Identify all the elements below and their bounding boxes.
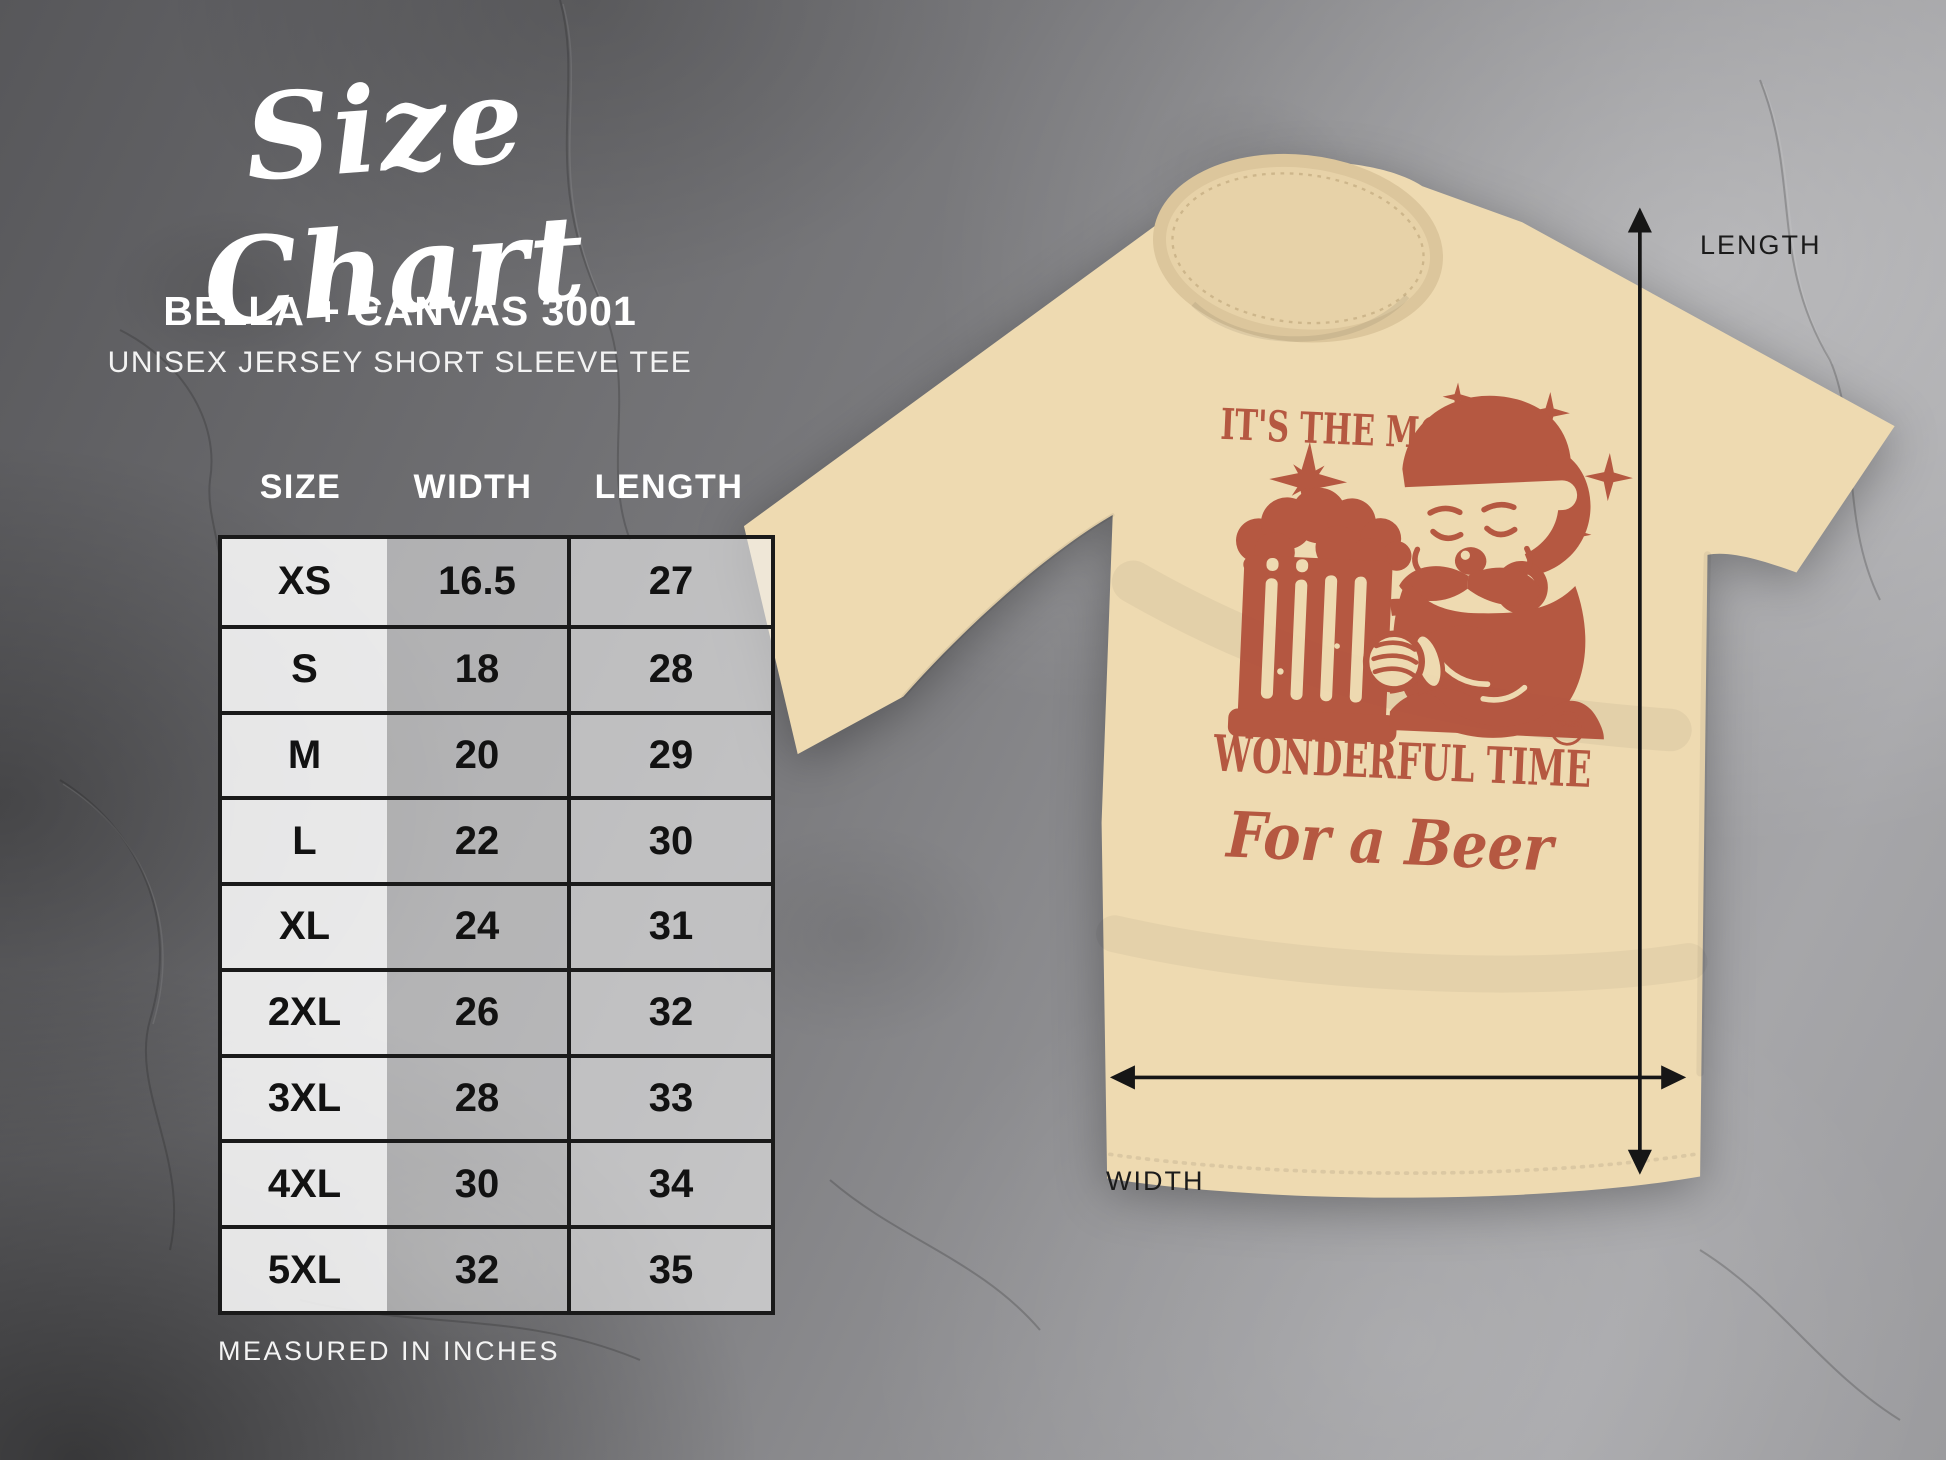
table-footnote: MEASURED IN INCHES: [218, 1336, 561, 1366]
artist-badge: TODD ART: [1550, 711, 1585, 746]
length-cell: 27: [567, 539, 771, 625]
print-line-3: For a Beer: [1224, 797, 1558, 885]
table-row: 3XL 28 33: [222, 1053, 771, 1140]
size-cell: 2XL: [222, 971, 387, 1054]
length-cell: 34: [567, 1143, 771, 1226]
table-row: 5XL 32 35: [222, 1225, 771, 1311]
length-arrow: [1627, 207, 1652, 1175]
length-cell: 28: [567, 628, 771, 711]
table-row: S 18 28: [222, 624, 771, 711]
width-cell: 32: [387, 1229, 567, 1311]
table-row: XL 24 31: [222, 882, 771, 968]
width-cell: 30: [387, 1143, 567, 1226]
col-header-size: SIZE: [259, 468, 342, 506]
table-header-row: SIZE WIDTH LENGTH: [218, 468, 775, 507]
length-cell: 35: [567, 1229, 771, 1311]
width-cell: 26: [387, 971, 567, 1054]
width-cell: 22: [387, 800, 567, 883]
length-cell: 30: [567, 800, 771, 883]
size-cell: XS: [222, 539, 387, 625]
width-cell: 20: [387, 714, 567, 797]
width-label: WIDTH: [1106, 1166, 1205, 1196]
badge-text-top: TODD: [1555, 718, 1580, 729]
brand-subtitle: BELLA + CANVAS 3001: [163, 288, 637, 334]
length-cell: 33: [567, 1057, 771, 1140]
width-arrow: [1109, 1065, 1687, 1090]
size-cell: XL: [222, 886, 387, 968]
tshirt-mockup: IT'S THE MOST: [743, 153, 1895, 1198]
size-cell: L: [222, 800, 387, 883]
width-cell: 18: [387, 628, 567, 711]
col-header-length: LENGTH: [594, 468, 744, 506]
width-cell: 28: [387, 1057, 567, 1140]
table-row: L 22 30: [222, 796, 771, 883]
table-row: XS 16.5 27: [222, 539, 771, 625]
size-cell: M: [222, 714, 387, 797]
badge-text-bottom: ART: [1558, 728, 1577, 739]
size-cell: 3XL: [222, 1057, 387, 1140]
product-subtitle: UNISEX JERSEY SHORT SLEEVE TEE: [107, 346, 693, 379]
beer-mug-icon: [1227, 487, 1440, 743]
table-row: 2XL 26 32: [222, 967, 771, 1054]
size-cell: 4XL: [222, 1143, 387, 1226]
santa-illustration: [1362, 395, 1604, 740]
size-cell: 5XL: [222, 1229, 387, 1311]
col-header-width: WIDTH: [413, 468, 533, 506]
table-row: M 20 29: [222, 710, 771, 797]
size-table: XS 16.5 27 S 18 28 M 20 29 L 22 30 XL 24…: [218, 535, 775, 1315]
length-cell: 29: [567, 714, 771, 797]
collar: [1153, 153, 1443, 343]
santa-beer-print: IT'S THE MOST: [1212, 381, 1634, 886]
width-cell: 16.5: [387, 539, 567, 625]
table-row: 4XL 30 34: [222, 1139, 771, 1226]
length-cell: 32: [567, 971, 771, 1054]
width-cell: 24: [387, 886, 567, 968]
length-cell: 31: [567, 886, 771, 968]
length-label: LENGTH: [1700, 230, 1822, 260]
size-cell: S: [222, 628, 387, 711]
